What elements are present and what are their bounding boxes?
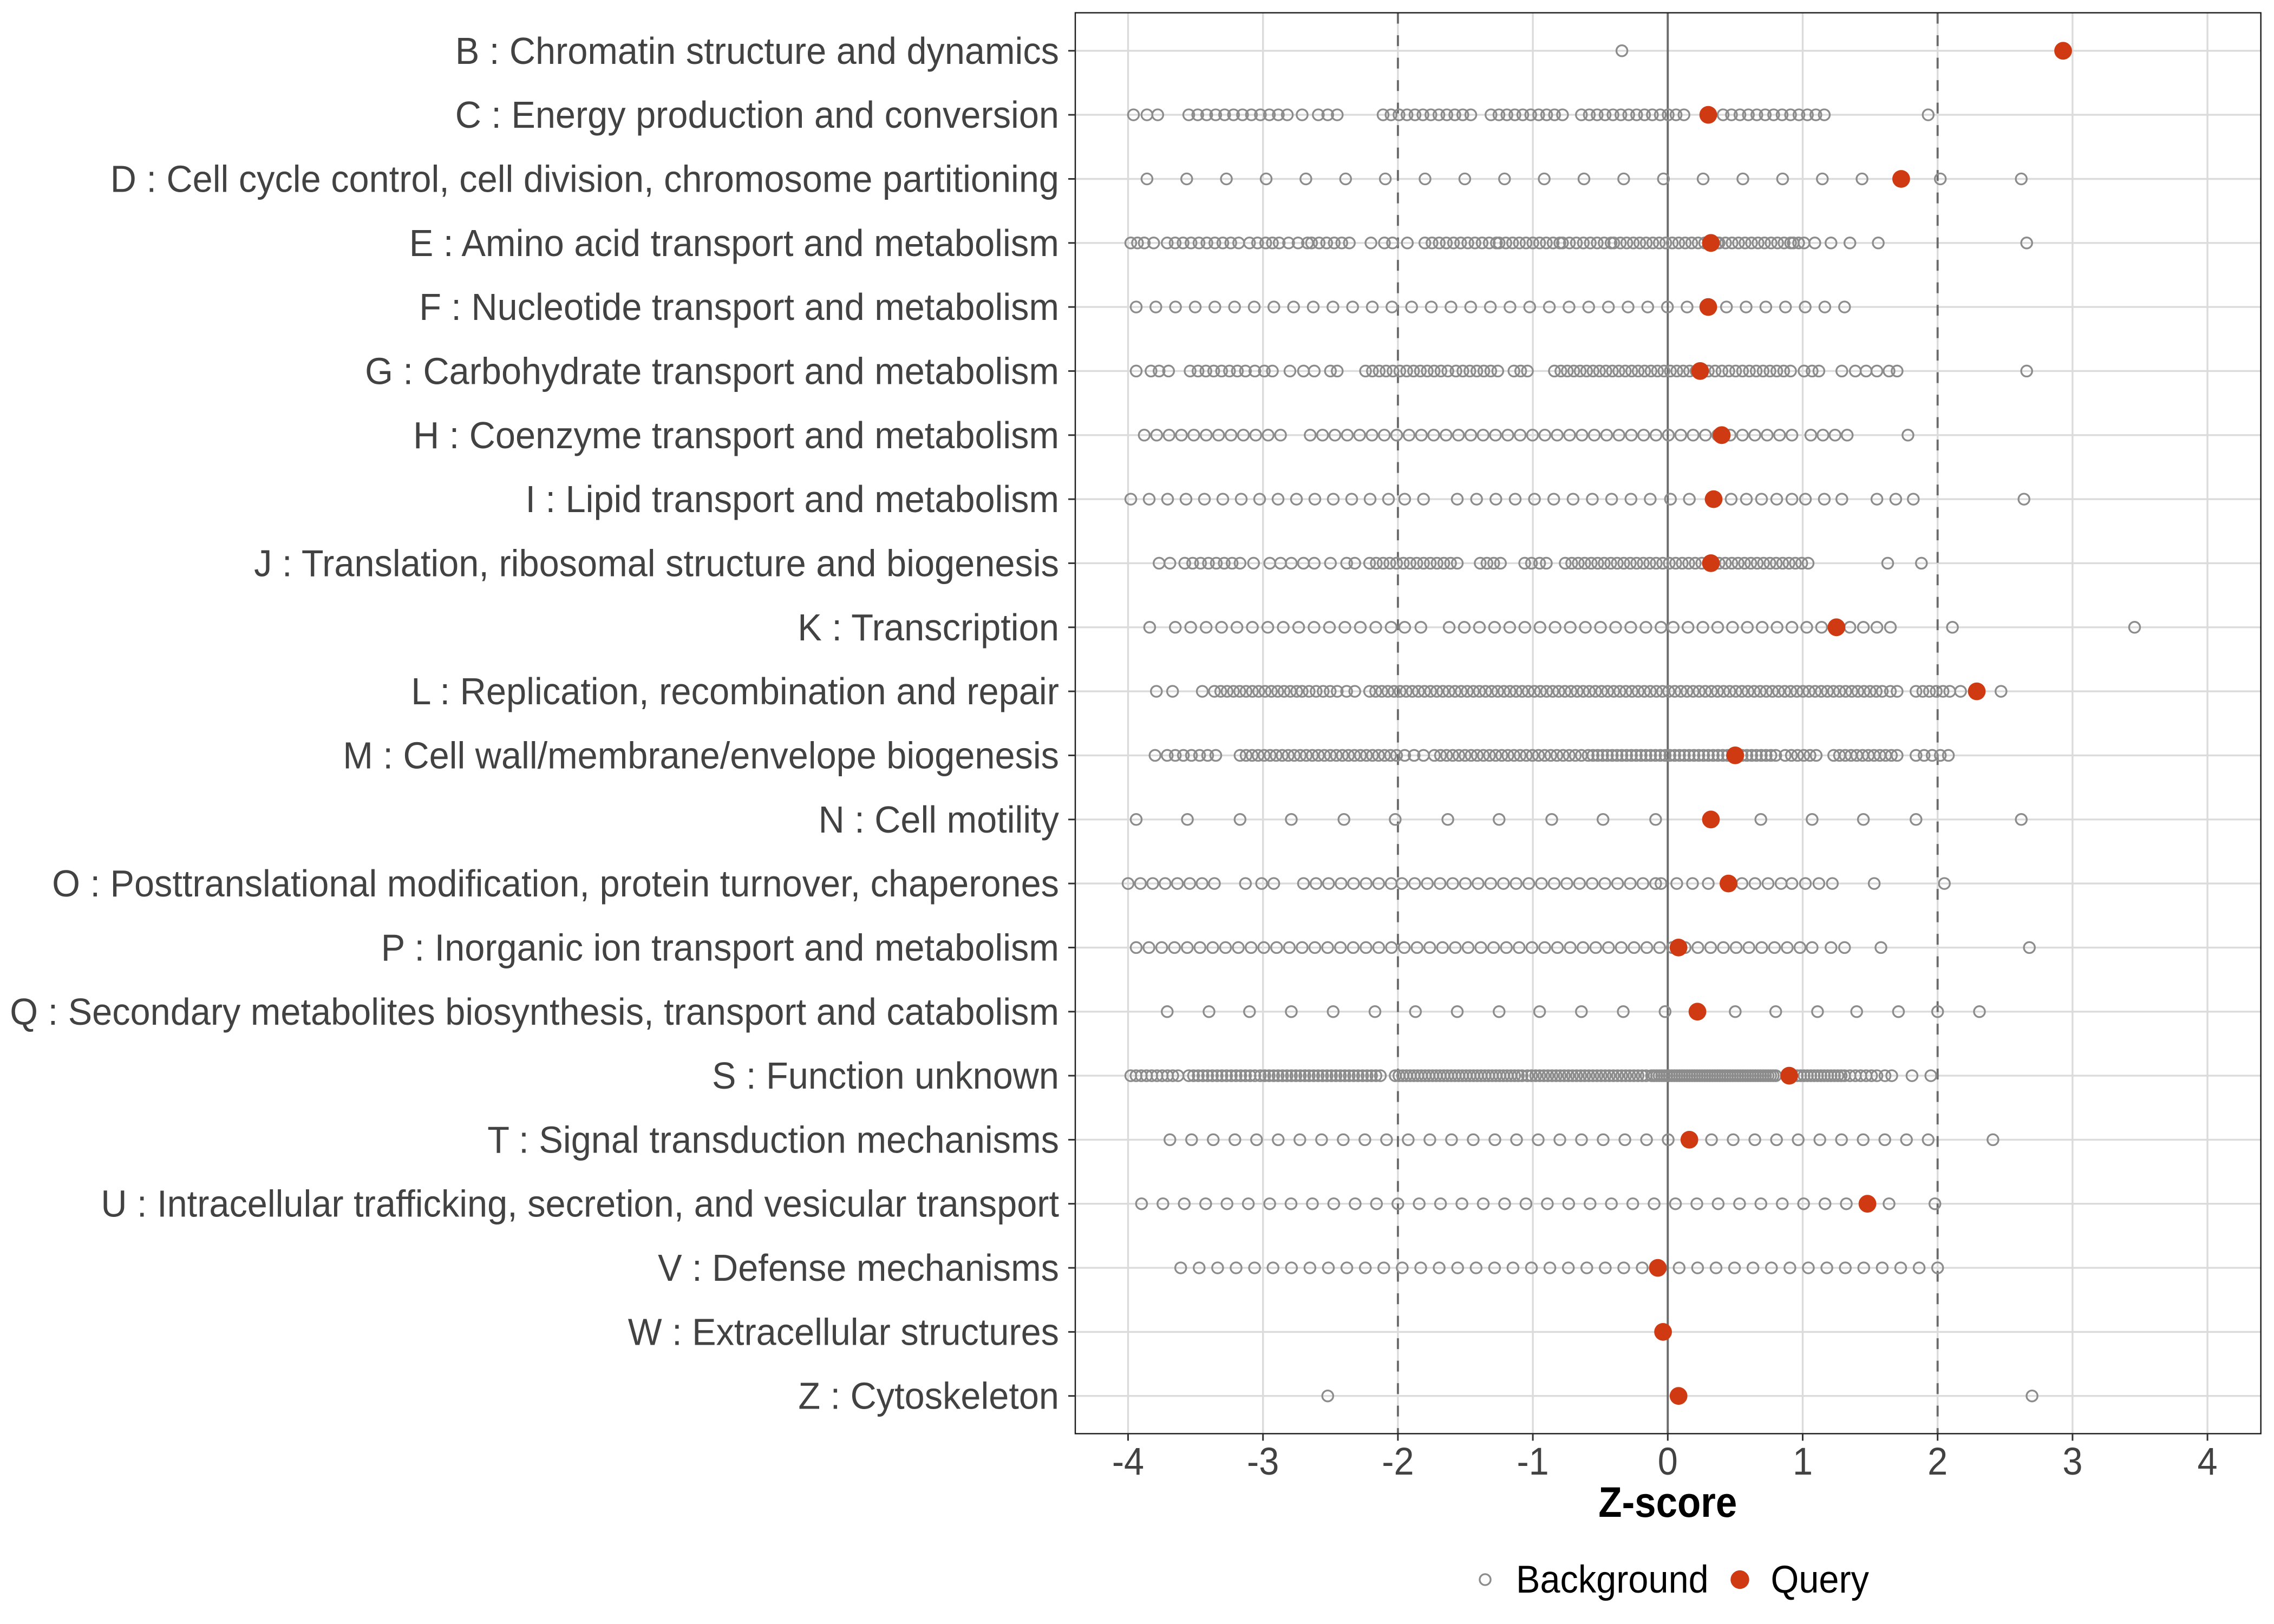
svg-text:T : Signal transduction mechan: T : Signal transduction mechanisms xyxy=(487,1118,1059,1161)
svg-text:H : Coenzyme transport and met: H : Coenzyme transport and metabolism xyxy=(413,414,1059,456)
svg-text:N : Cell motility: N : Cell motility xyxy=(819,798,1059,841)
svg-text:-3: -3 xyxy=(1247,1440,1279,1483)
svg-text:C : Energy production and conv: C : Energy production and conversion xyxy=(455,94,1059,136)
svg-text:-2: -2 xyxy=(1382,1440,1414,1483)
svg-text:Z : Cytoskeleton: Z : Cytoskeleton xyxy=(798,1375,1059,1417)
svg-text:-1: -1 xyxy=(1517,1440,1548,1483)
svg-text:O : Posttranslational modifica: O : Posttranslational modification, prot… xyxy=(52,862,1059,905)
svg-text:0: 0 xyxy=(1658,1440,1678,1483)
svg-text:P : Inorganic ion transport an: P : Inorganic ion transport and metaboli… xyxy=(381,926,1059,968)
svg-text:B : Chromatin structure and dy: B : Chromatin structure and dynamics xyxy=(455,30,1059,72)
svg-text:Z-score: Z-score xyxy=(1598,1478,1737,1526)
svg-text:I : Lipid transport and metabo: I : Lipid transport and metabolism xyxy=(526,478,1060,520)
svg-text:Q : Secondary metabolites bios: Q : Secondary metabolites biosynthesis, … xyxy=(10,991,1059,1033)
svg-text:2: 2 xyxy=(1927,1440,1948,1483)
svg-text:1: 1 xyxy=(1793,1440,1813,1483)
svg-text:4: 4 xyxy=(2198,1440,2218,1483)
svg-text:Background: Background xyxy=(1516,1558,1709,1601)
svg-text:J : Translation, ribosomal str: J : Translation, ribosomal structure and… xyxy=(254,542,1059,584)
svg-text:V : Defense mechanisms: V : Defense mechanisms xyxy=(658,1247,1059,1289)
svg-text:M : Cell wall/membrane/envelop: M : Cell wall/membrane/envelope biogenes… xyxy=(343,734,1059,776)
svg-text:G : Carbohydrate transport and: G : Carbohydrate transport and metabolis… xyxy=(365,350,1059,392)
svg-text:3: 3 xyxy=(2062,1440,2082,1483)
svg-text:Query: Query xyxy=(1771,1558,1870,1601)
svg-text:S : Function unknown: S : Function unknown xyxy=(712,1055,1059,1097)
svg-text:W : Extracellular structures: W : Extracellular structures xyxy=(628,1311,1059,1353)
svg-text:U : Intracellular trafficking,: U : Intracellular trafficking, secretion… xyxy=(101,1183,1059,1225)
svg-text:D : Cell cycle control, cell d: D : Cell cycle control, cell division, c… xyxy=(110,158,1059,200)
svg-text:K : Transcription: K : Transcription xyxy=(798,606,1059,649)
svg-text:L : Replication, recombination: L : Replication, recombination and repai… xyxy=(411,670,1059,712)
svg-text:F : Nucleotide transport and m: F : Nucleotide transport and metabolism xyxy=(419,286,1059,328)
svg-text:-4: -4 xyxy=(1112,1440,1144,1483)
svg-text:E : Amino acid transport and m: E : Amino acid transport and metabolism xyxy=(409,222,1059,264)
